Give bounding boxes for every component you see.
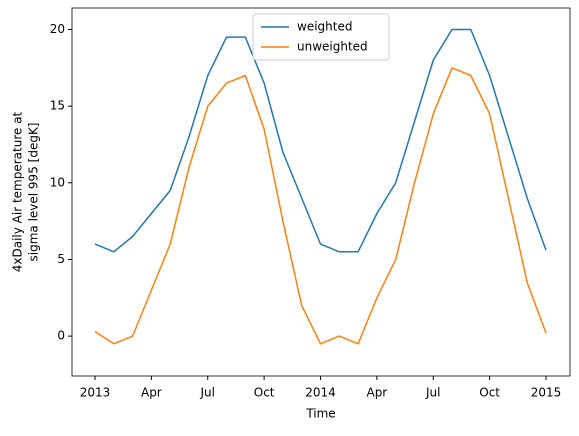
x-tick-label: Apr — [366, 386, 387, 400]
legend-box — [252, 13, 390, 61]
x-tick-label: Oct — [479, 386, 500, 400]
x-tick-label: 2015 — [531, 386, 562, 400]
x-tick-label: 2013 — [80, 386, 111, 400]
y-tick-label: 5 — [57, 252, 65, 266]
y-tick-label: 20 — [50, 22, 65, 36]
x-tick-label: Jul — [425, 386, 440, 400]
x-axis-label: Time — [305, 407, 335, 421]
y-tick-label: 15 — [50, 99, 65, 113]
x-tick-label: 2014 — [305, 386, 336, 400]
y-axis-label: 4xDaily Air temperature at — [11, 111, 25, 272]
line — [94, 66, 547, 345]
line — [94, 28, 547, 253]
y-tick-label: 0 — [57, 329, 65, 343]
plot-frame — [71, 7, 571, 377]
y-axis-label: sigma level 995 [degK] — [27, 123, 41, 262]
legend-label: weighted — [297, 20, 352, 34]
legend-label: unweighted — [297, 40, 368, 54]
x-tick-label: Apr — [141, 386, 162, 400]
x-tick-label: Jul — [200, 386, 215, 400]
y-tick-label: 10 — [50, 175, 65, 189]
x-tick-label: Oct — [254, 386, 275, 400]
